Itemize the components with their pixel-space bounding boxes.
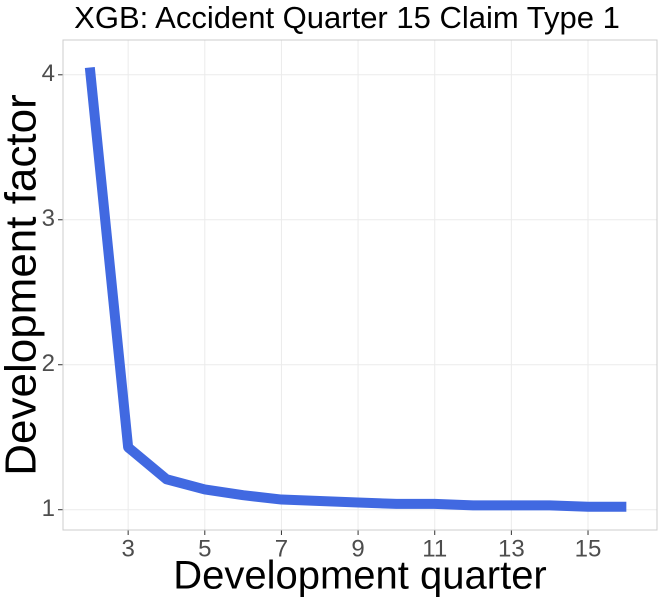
x-tick-label: 9	[351, 535, 364, 562]
y-tick-label: 2	[42, 350, 55, 377]
y-tick-label: 3	[42, 205, 55, 232]
x-tick-label: 11	[422, 535, 447, 562]
x-tick-label: 3	[121, 535, 134, 562]
x-tick-label: 7	[275, 535, 288, 562]
x-tick-label: 15	[575, 535, 602, 562]
x-tick-label: 5	[198, 535, 211, 562]
data-line	[84, 67, 627, 512]
y-axis-title: Development factor	[0, 94, 46, 476]
y-tick-label: 4	[42, 60, 55, 87]
chart-title: XGB: Accident Quarter 15 Claim Type 1	[74, 0, 620, 35]
y-tick-label: 1	[42, 495, 55, 522]
x-axis-title: Development quarter	[173, 554, 547, 598]
plot-border	[62, 39, 658, 531]
x-tick-label: 13	[498, 535, 525, 562]
